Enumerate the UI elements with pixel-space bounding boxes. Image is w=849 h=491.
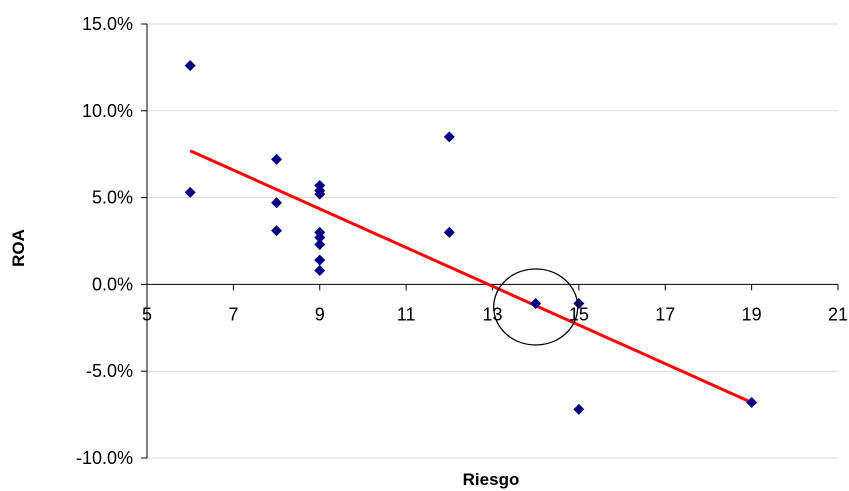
data-point <box>271 197 283 209</box>
y-tick-label: 0.0% <box>92 274 133 294</box>
axes <box>141 23 839 459</box>
data-point <box>443 226 455 238</box>
y-tick-label: -5.0% <box>86 361 133 381</box>
gridlines <box>147 23 838 459</box>
y-tick-label: 10.0% <box>82 101 133 121</box>
x-tick-label: 21 <box>828 304 848 324</box>
data-point <box>314 188 326 200</box>
data-point <box>443 131 455 143</box>
x-tick-label: 11 <box>397 304 416 324</box>
annotation-group <box>493 268 579 346</box>
data-point <box>573 297 585 309</box>
data-point <box>271 225 283 237</box>
trendline-group <box>189 149 753 404</box>
annotation-circle <box>493 268 579 346</box>
data-point <box>271 153 283 165</box>
data-point <box>184 60 196 72</box>
data-point <box>314 265 326 277</box>
data-point <box>314 238 326 250</box>
y-tick-label: 15.0% <box>82 14 133 34</box>
x-tick-labels: 5 7 9 11 13 15 17 19 21 <box>142 304 848 324</box>
trendline <box>189 149 753 404</box>
data-point <box>314 254 326 266</box>
x-axis-title: Riesgo <box>463 470 520 489</box>
y-axis-title: ROA <box>9 229 28 267</box>
x-tick-label: 15 <box>569 304 589 324</box>
data-point <box>573 403 585 415</box>
y-tick-label: -10.0% <box>76 448 133 468</box>
x-tick-label: 5 <box>142 304 152 324</box>
x-tick-label: 9 <box>315 304 325 324</box>
x-tick-label: 19 <box>742 304 762 324</box>
data-points <box>184 60 758 415</box>
data-point <box>314 232 326 244</box>
x-tick-label: 13 <box>482 304 502 324</box>
x-tick-label: 7 <box>228 304 238 324</box>
data-point <box>530 297 542 309</box>
x-tick-label: 17 <box>655 304 675 324</box>
data-point <box>746 396 758 408</box>
y-tick-labels: -10.0% -5.0% 0.0% 5.0% 10.0% 15.0% <box>76 14 133 468</box>
y-tick-label: 5.0% <box>92 188 133 208</box>
data-point <box>184 186 196 198</box>
